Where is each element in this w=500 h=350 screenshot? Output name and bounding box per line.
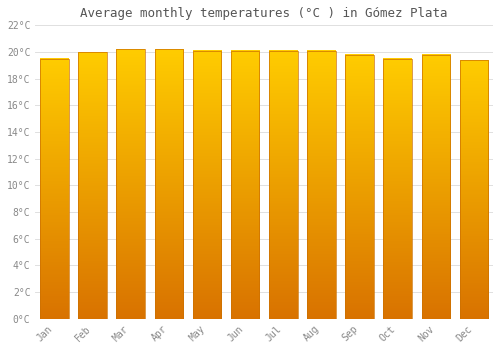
Bar: [116, 49, 145, 318]
Bar: [78, 52, 107, 318]
Bar: [154, 49, 183, 318]
Bar: [231, 51, 260, 318]
Bar: [307, 51, 336, 318]
Bar: [192, 51, 222, 318]
Title: Average monthly temperatures (°C ) in Gómez Plata: Average monthly temperatures (°C ) in Gó…: [80, 7, 448, 20]
Bar: [384, 58, 412, 318]
Bar: [422, 55, 450, 318]
Bar: [269, 51, 298, 318]
Bar: [460, 60, 488, 318]
Bar: [40, 58, 68, 318]
Bar: [345, 55, 374, 318]
